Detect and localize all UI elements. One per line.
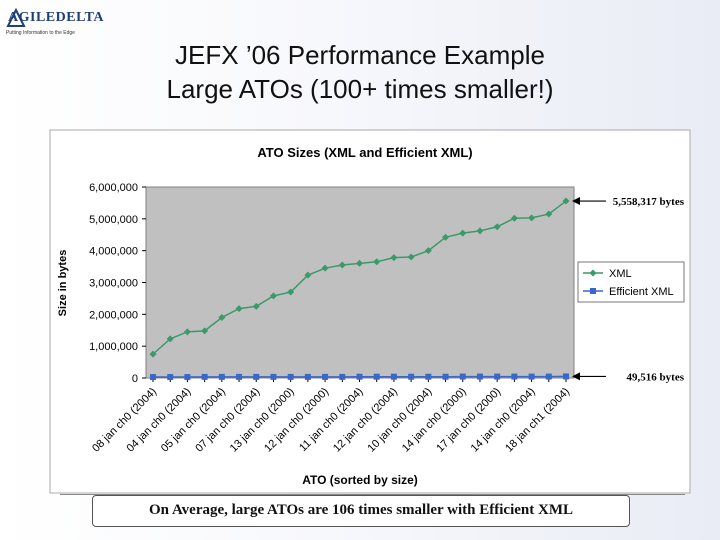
y-tick-label: 4,000,000: [89, 246, 138, 258]
data-point: [407, 253, 415, 261]
y-tick-label: 0: [132, 373, 138, 385]
data-point: [166, 335, 174, 343]
legend-label: Efficient XML: [609, 286, 674, 298]
data-point: [510, 214, 518, 222]
data-point: [545, 210, 553, 218]
data-point: [184, 374, 191, 381]
divider-line: [60, 494, 685, 495]
data-point: [390, 254, 398, 262]
data-point: [270, 373, 277, 380]
data-point: [183, 328, 191, 336]
legend-box: [577, 261, 685, 303]
data-point: [304, 271, 312, 279]
ato-size-chart: ATO Sizes (XML and Efficient XML) Size i…: [49, 129, 691, 494]
y-tick-label: 5,000,000: [89, 214, 138, 226]
data-point: [287, 373, 294, 380]
x-axis-label: ATO (sorted by size): [302, 473, 418, 487]
data-point: [459, 373, 466, 380]
series-1: [150, 373, 569, 381]
y-ticks: 0 1,000,000 2,000,000 3,000,000 4,000,000 5,0…: [89, 182, 146, 385]
annotations: 5,558,317 bytes 49,516 bytes: [572, 196, 685, 383]
data-point: [150, 374, 156, 381]
legend-label: XML: [609, 268, 632, 280]
series-layer: [149, 197, 570, 381]
data-point: [201, 373, 208, 380]
data-point: [476, 227, 484, 235]
logo-tagline: Putting Information to the Edge: [6, 30, 75, 36]
legend: XML Efficient XML: [577, 261, 685, 303]
data-point: [338, 261, 346, 269]
slide-title-line2: Large ATOs (100+ times smaller!): [166, 74, 554, 104]
data-point: [235, 305, 243, 313]
legend-marker: [590, 288, 596, 294]
annotation-arrow-head: [572, 197, 580, 206]
data-point: [149, 350, 157, 358]
annotation-label: 5,558,317 bytes: [613, 196, 685, 208]
data-point: [356, 373, 363, 380]
data-point: [321, 264, 329, 272]
data-point: [201, 327, 209, 335]
data-point: [218, 373, 225, 380]
y-tick-label: 2,000,000: [89, 309, 138, 321]
data-point: [442, 373, 449, 380]
data-point: [269, 292, 277, 300]
summary-caption: On Average, large ATOs are 106 times sma…: [92, 495, 630, 527]
data-point: [511, 373, 518, 380]
data-point: [528, 373, 535, 380]
data-point: [167, 374, 174, 381]
slide-title-line1: JEFX ’06 Performance Example: [175, 40, 545, 70]
data-point: [563, 373, 569, 380]
series-0: [149, 197, 570, 358]
data-point: [459, 229, 467, 237]
data-point: [373, 373, 380, 380]
data-point: [424, 247, 432, 255]
data-point: [494, 373, 501, 380]
data-point: [236, 373, 243, 380]
data-point: [390, 373, 397, 380]
data-point: [545, 373, 552, 380]
data-point: [339, 373, 346, 380]
data-point: [442, 233, 450, 241]
logo-swoosh-icon: [6, 8, 26, 27]
chart-title: ATO Sizes (XML and Efficient XML): [257, 145, 472, 160]
data-point: [356, 259, 363, 267]
data-point: [476, 373, 483, 380]
data-point: [408, 373, 415, 380]
data-point: [304, 373, 311, 380]
annotation-label: 49,516 bytes: [627, 371, 685, 383]
y-axis-label: Size in bytes: [57, 250, 69, 317]
plot-area: [145, 186, 575, 379]
annotation-arrow-head: [572, 372, 580, 381]
logo-name: AGILEDELTA: [8, 10, 105, 25]
data-point: [253, 373, 260, 380]
data-point: [322, 373, 329, 380]
y-tick-label: 1,000,000: [89, 341, 138, 353]
data-point: [287, 288, 295, 296]
data-point: [493, 223, 501, 231]
data-point: [562, 197, 570, 205]
data-point: [252, 302, 260, 310]
data-point: [218, 314, 226, 322]
y-tick-label: 3,000,000: [89, 278, 138, 290]
data-point: [528, 214, 536, 222]
agiledelta-logo: AGILEDELTA Putting Information to the Ed…: [4, 6, 104, 38]
legend-marker: [589, 269, 597, 277]
data-point: [373, 258, 381, 266]
data-point: [425, 373, 432, 380]
y-tick-label: 6,000,000: [89, 182, 138, 194]
